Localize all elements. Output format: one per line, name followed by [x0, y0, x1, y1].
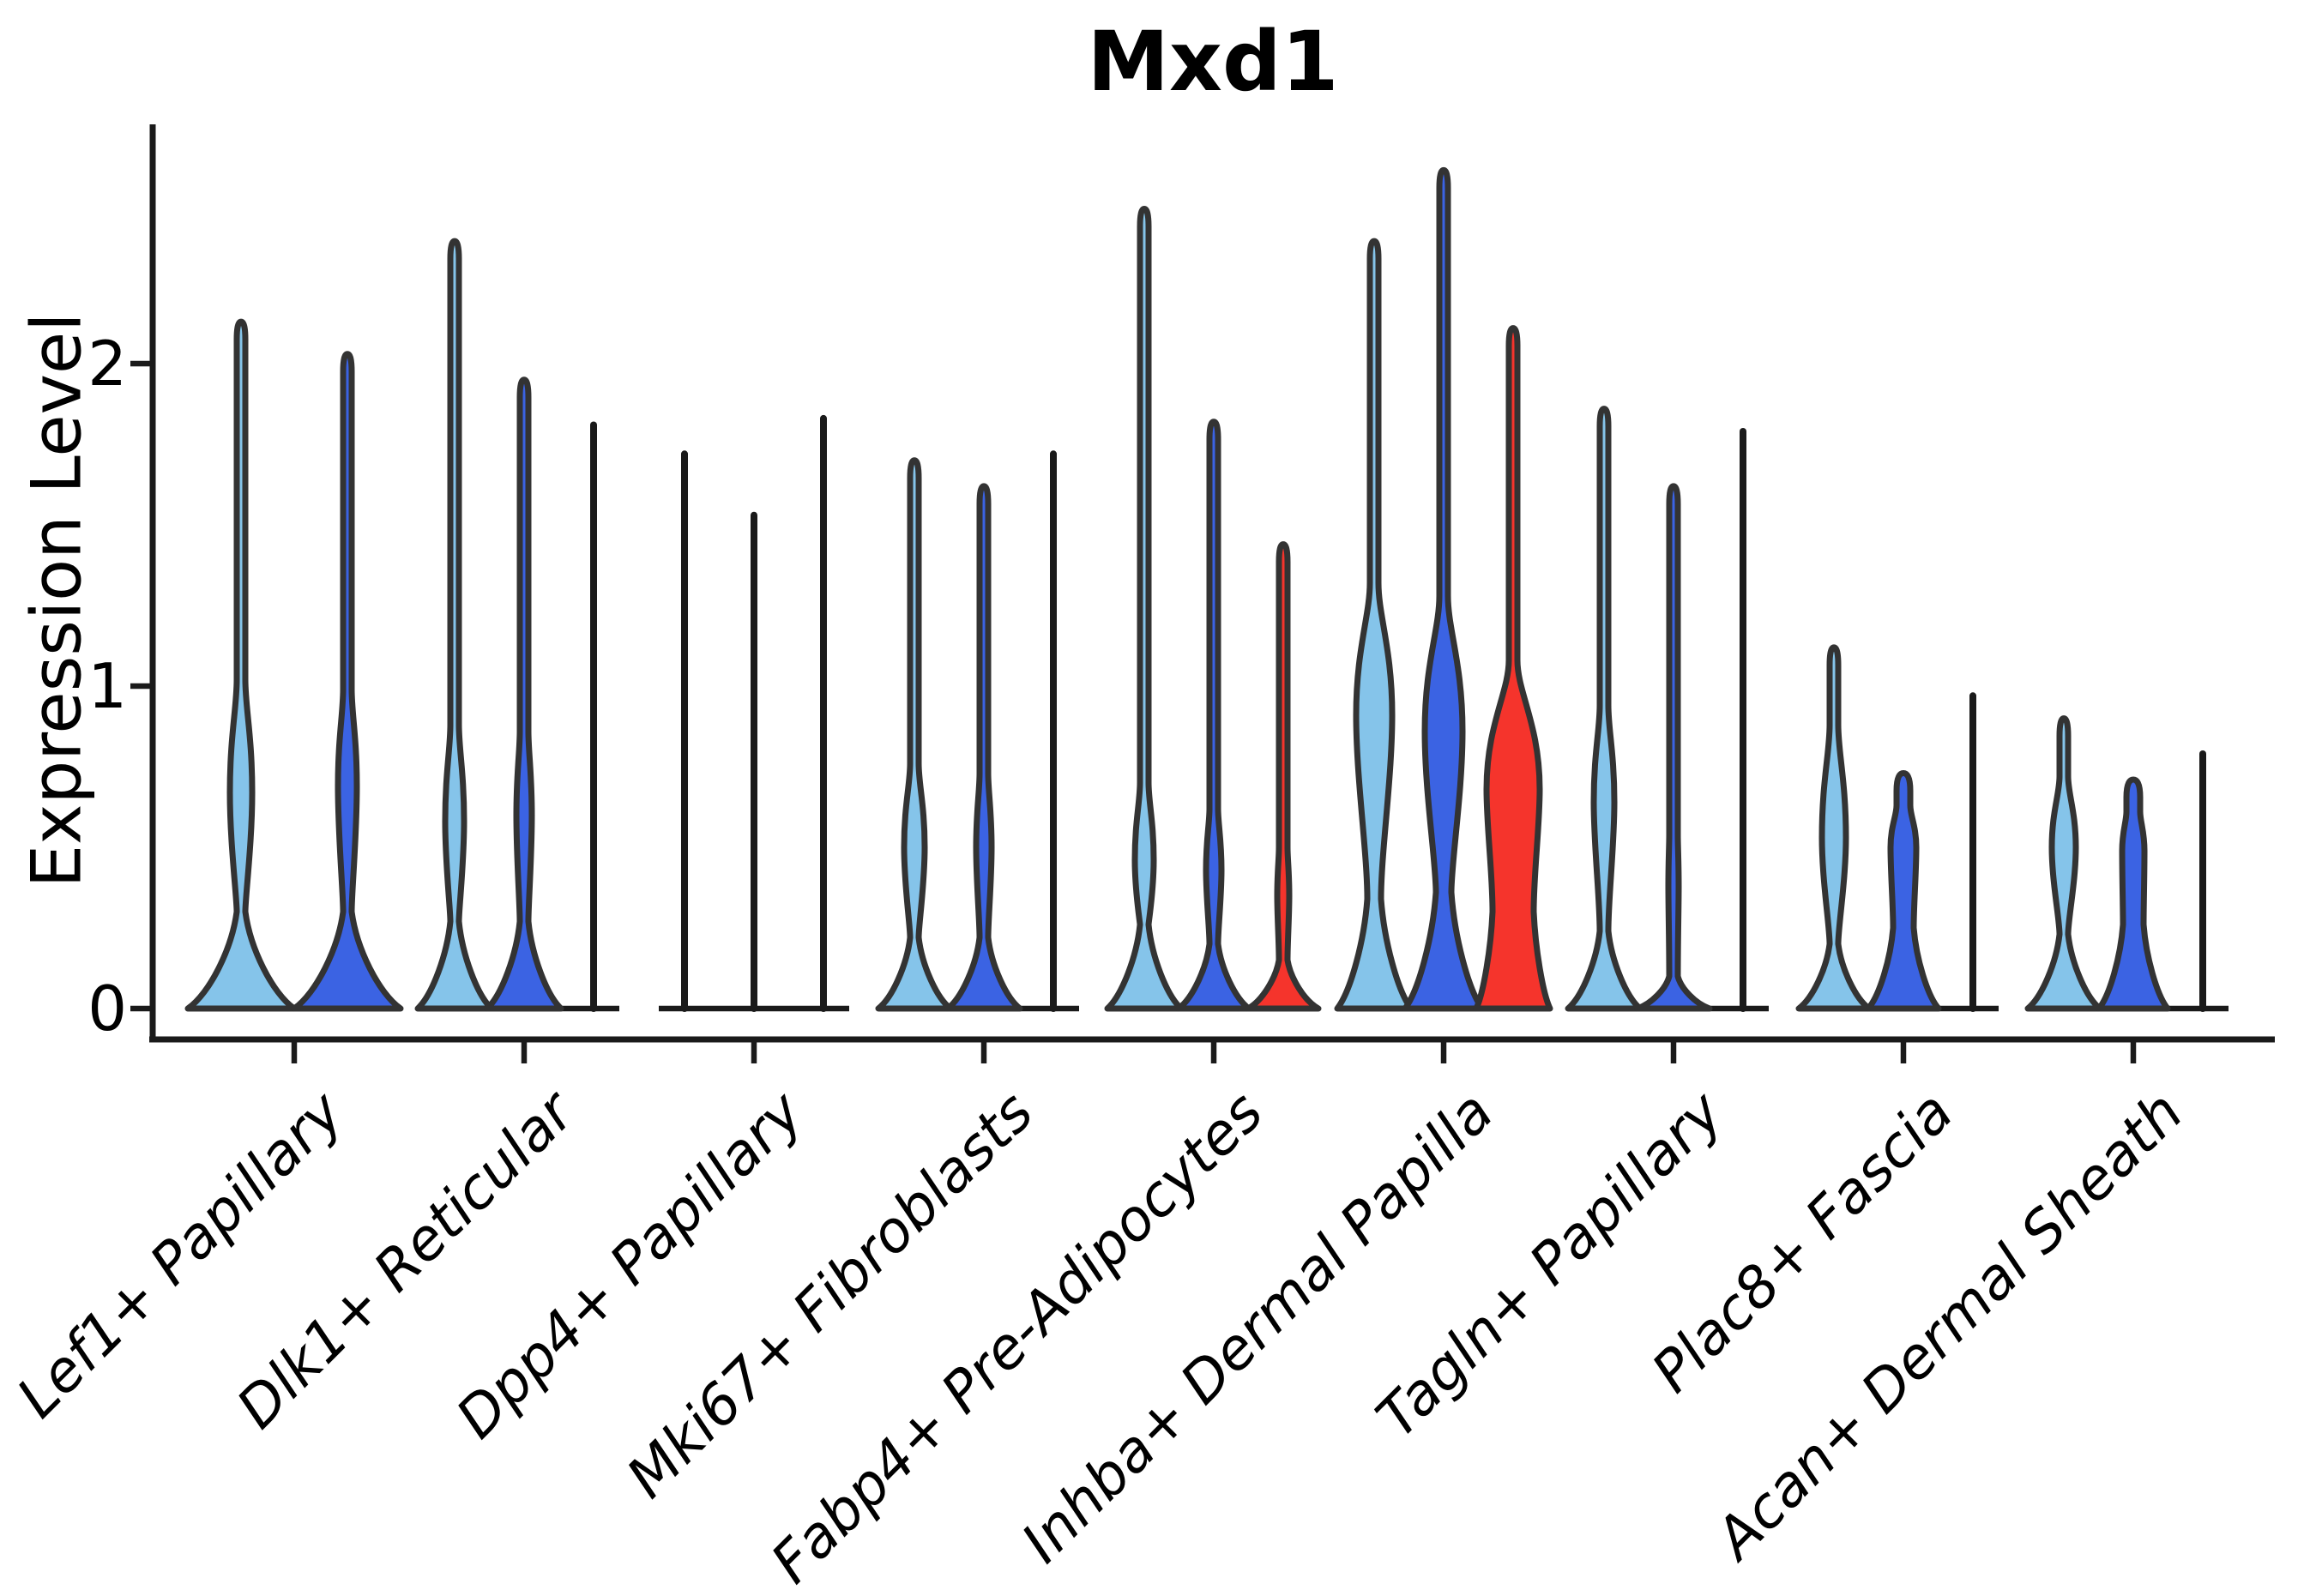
violin-group7-split1 — [1565, 406, 1644, 1012]
violin-group2-split2 — [484, 376, 564, 1012]
violin-group8-split1 — [1795, 644, 1873, 1012]
violin-group5-split2 — [1175, 419, 1252, 1012]
violin-group6-split2 — [1402, 166, 1486, 1012]
violin-group6-split1 — [1334, 238, 1414, 1012]
violin-group8-split2 — [1865, 770, 1942, 1012]
violin-group1-split2 — [291, 351, 404, 1012]
violin-group9-split1 — [2024, 715, 2103, 1012]
violin-group5-split3 — [1245, 541, 1322, 1012]
y-tick-label: 2 — [87, 328, 127, 400]
violin-group7-split2 — [1634, 483, 1713, 1012]
violin-group2-split1 — [414, 238, 495, 1012]
violin-group6-split3 — [1473, 325, 1553, 1012]
plot-title: Mxd1 — [1087, 14, 1339, 110]
violin-group5-split1 — [1104, 206, 1185, 1012]
violin-group4-split2 — [944, 483, 1023, 1012]
violin-group4-split1 — [875, 457, 954, 1012]
y-tick-label: 1 — [87, 650, 127, 722]
violin-group1-split1 — [184, 318, 298, 1012]
violin-group9-split2 — [2096, 776, 2171, 1012]
y-tick-label: 0 — [87, 973, 127, 1045]
violin-plot-canvas — [130, 124, 2275, 1063]
